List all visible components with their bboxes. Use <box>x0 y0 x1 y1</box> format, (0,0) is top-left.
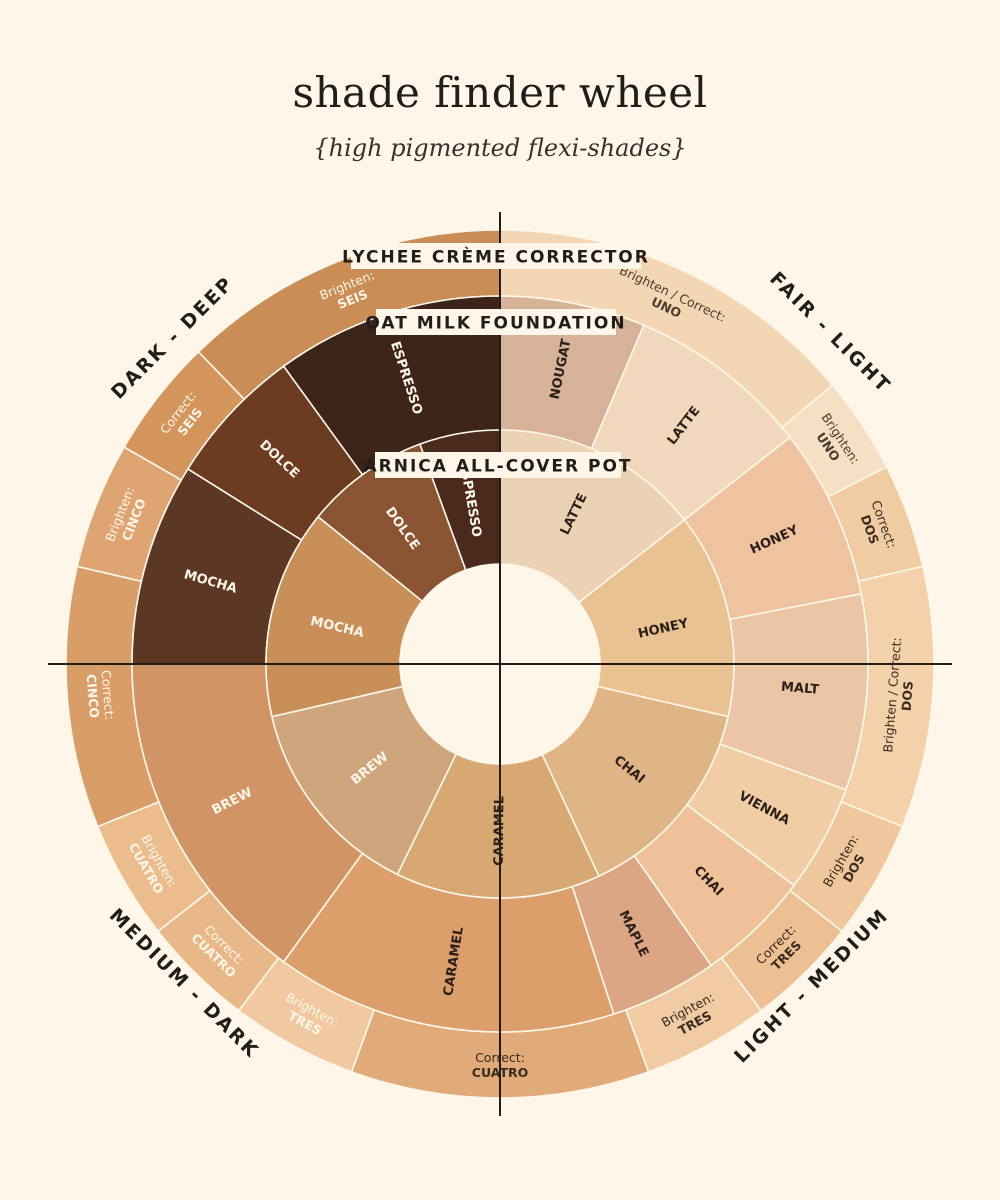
ring-title-oat-milk-foundation: OAT MILK FOUNDATION <box>365 314 626 334</box>
page-title: shade finder wheel <box>292 68 708 117</box>
outer-label-correct-cinco: Correct:CINCO <box>83 669 117 721</box>
ring-title-oat-milk-foundation-badge <box>376 309 616 335</box>
ring-title-lychee-creme-corrector: LYCHEE CRÈME CORRECTOR <box>342 246 650 268</box>
middle-ring-foundation: NOUGATLATTEHONEYMALTVIENNACHAIMAPLECARAM… <box>131 295 869 1033</box>
middle-label-malt: MALT <box>780 680 819 698</box>
quadrant-axes <box>48 212 952 1116</box>
page-subtitle: {high pigmented flexi-shades} <box>313 134 687 162</box>
ring-title-arnica-all-cover-pot-badge <box>375 452 621 478</box>
outer-ring-corrector: Brighten / Correct:UNOBrighten:UNOCorrec… <box>65 229 935 1099</box>
ring-title-labels: LYCHEE CRÈME CORRECTOR OAT MILK FOUNDATIO… <box>342 243 650 478</box>
ring-title-arnica-all-cover-pot: ARNICA ALL-COVER POT <box>364 457 633 477</box>
outer-label-brighten-cinco: Brighten:CINCO <box>102 485 151 550</box>
ring-title-lychee-creme-corrector-badge <box>351 243 641 269</box>
